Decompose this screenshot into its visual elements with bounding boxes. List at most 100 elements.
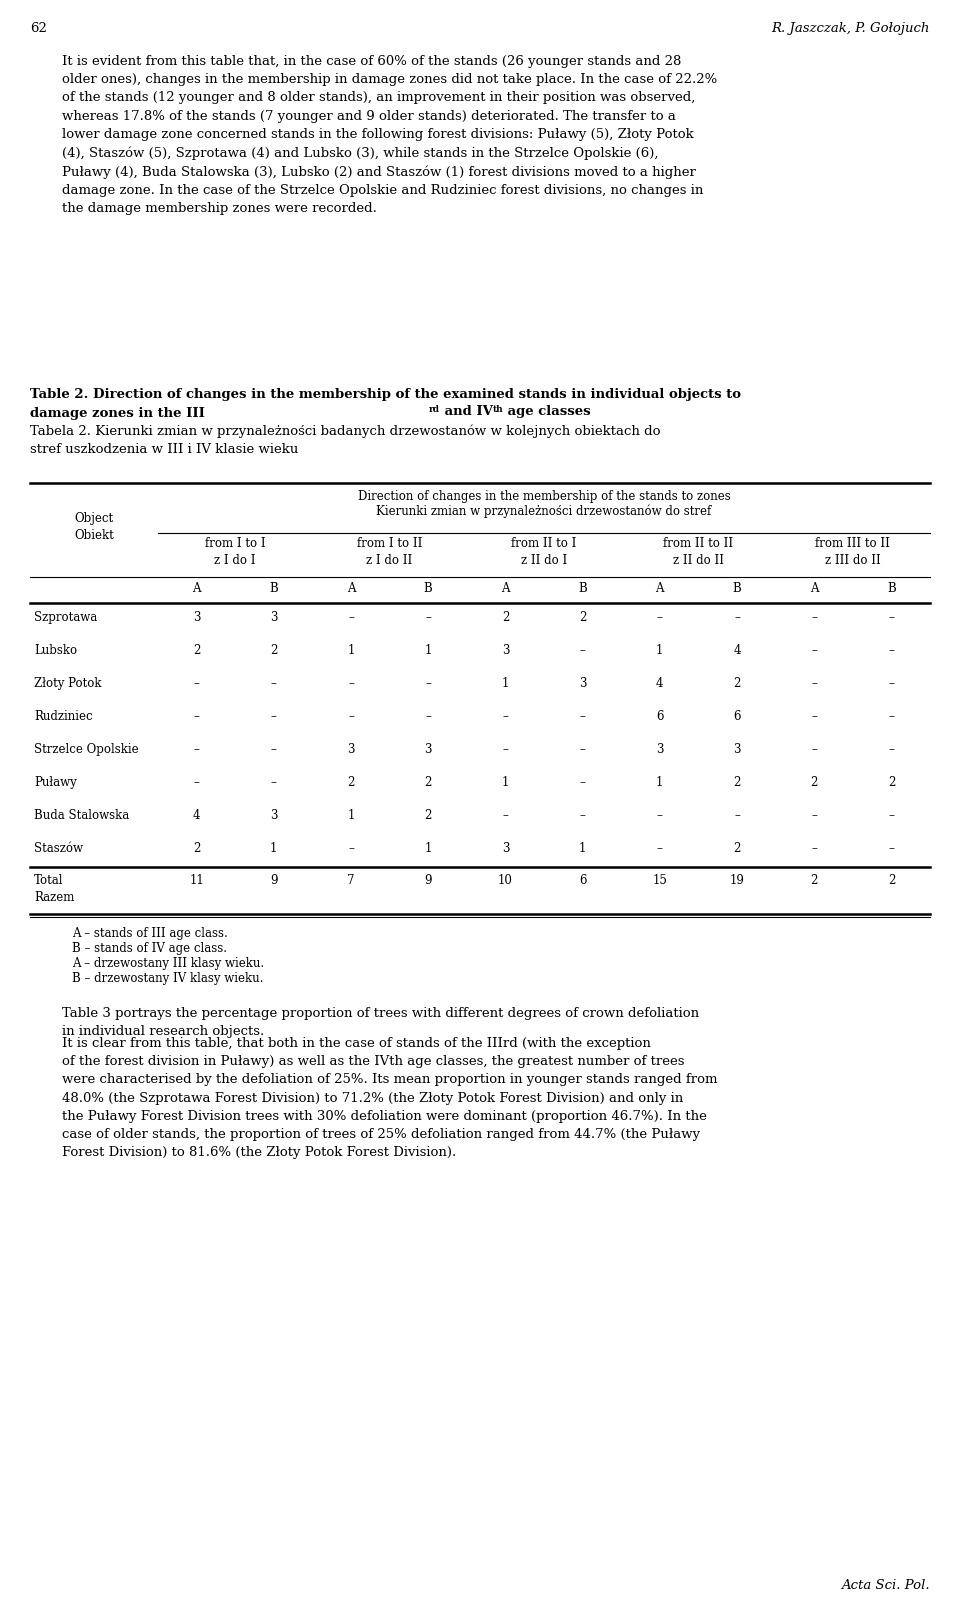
Text: 7: 7: [348, 874, 355, 887]
Text: Direction of changes in the membership of the stands to zones: Direction of changes in the membership o…: [358, 491, 731, 504]
Text: –: –: [811, 677, 817, 690]
Text: –: –: [888, 677, 895, 690]
Text: –: –: [348, 677, 354, 690]
Text: 62: 62: [30, 23, 47, 35]
Text: –: –: [580, 710, 586, 722]
Text: rd: rd: [429, 405, 440, 414]
Text: –: –: [888, 611, 895, 624]
Text: 4: 4: [733, 644, 741, 656]
Text: –: –: [425, 611, 431, 624]
Text: Table 3 portrays the percentage proportion of trees with different degrees of cr: Table 3 portrays the percentage proporti…: [62, 1007, 699, 1038]
Text: 1: 1: [656, 776, 663, 788]
Text: 2: 2: [888, 874, 895, 887]
Text: 1: 1: [579, 842, 587, 854]
Text: B: B: [887, 582, 896, 595]
Text: 3: 3: [270, 809, 277, 822]
Text: 1: 1: [502, 776, 509, 788]
Text: from I to II
z I do II: from I to II z I do II: [357, 537, 422, 566]
Text: Buda Stalowska: Buda Stalowska: [34, 809, 130, 822]
Text: A: A: [347, 582, 355, 595]
Text: B – stands of IV age class.: B – stands of IV age class.: [72, 941, 227, 956]
Text: –: –: [271, 776, 276, 788]
Text: –: –: [888, 842, 895, 854]
Text: R. Jaszczak, P. Gołojuch: R. Jaszczak, P. Gołojuch: [772, 23, 930, 35]
Text: from II to I
z II do I: from II to I z II do I: [512, 537, 577, 566]
Text: 2: 2: [733, 776, 741, 788]
Text: 19: 19: [730, 874, 744, 887]
Text: B: B: [732, 582, 741, 595]
Text: 3: 3: [733, 743, 741, 756]
Text: B: B: [578, 582, 587, 595]
Text: –: –: [194, 743, 200, 756]
Text: 2: 2: [424, 809, 432, 822]
Text: –: –: [811, 710, 817, 722]
Text: 1: 1: [348, 644, 354, 656]
Text: 9: 9: [424, 874, 432, 887]
Text: 1: 1: [424, 842, 432, 854]
Text: Acta Sci. Pol.: Acta Sci. Pol.: [841, 1578, 930, 1591]
Text: –: –: [271, 677, 276, 690]
Text: 3: 3: [579, 677, 587, 690]
Text: –: –: [271, 743, 276, 756]
Text: 2: 2: [502, 611, 509, 624]
Text: 3: 3: [270, 611, 277, 624]
Text: A: A: [810, 582, 819, 595]
Text: –: –: [888, 644, 895, 656]
Text: 1: 1: [656, 644, 663, 656]
Text: –: –: [425, 677, 431, 690]
Text: 3: 3: [348, 743, 355, 756]
Text: A – drzewostany III klasy wieku.: A – drzewostany III klasy wieku.: [72, 957, 264, 970]
Text: –: –: [657, 611, 662, 624]
Text: Strzelce Opolskie: Strzelce Opolskie: [34, 743, 138, 756]
Text: –: –: [657, 809, 662, 822]
Text: –: –: [348, 842, 354, 854]
Text: –: –: [811, 842, 817, 854]
Text: Total
Razem: Total Razem: [34, 874, 74, 904]
Text: 1: 1: [270, 842, 277, 854]
Text: 2: 2: [733, 842, 741, 854]
Text: A: A: [192, 582, 201, 595]
Text: B – drzewostany IV klasy wieku.: B – drzewostany IV klasy wieku.: [72, 972, 263, 985]
Text: 6: 6: [656, 710, 663, 722]
Text: –: –: [194, 677, 200, 690]
Text: 2: 2: [810, 776, 818, 788]
Text: –: –: [811, 743, 817, 756]
Text: 4: 4: [193, 809, 201, 822]
Text: 2: 2: [810, 874, 818, 887]
Text: Object
Obiekt: Object Obiekt: [74, 512, 114, 542]
Text: It is evident from this table that, in the case of 60% of the stands (26 younger: It is evident from this table that, in t…: [62, 55, 717, 216]
Text: 3: 3: [656, 743, 663, 756]
Text: 2: 2: [270, 644, 277, 656]
Text: –: –: [657, 842, 662, 854]
Text: 4: 4: [656, 677, 663, 690]
Text: 1: 1: [424, 644, 432, 656]
Text: Tabela 2. Kierunki zmian w przynależności badanych drzewostanów w kolejnych obie: Tabela 2. Kierunki zmian w przynależnośc…: [30, 425, 660, 455]
Text: from III to II
z III do II: from III to II z III do II: [815, 537, 890, 566]
Text: –: –: [888, 710, 895, 722]
Text: and IV: and IV: [440, 405, 492, 418]
Text: 2: 2: [348, 776, 354, 788]
Text: 3: 3: [193, 611, 201, 624]
Text: 15: 15: [653, 874, 667, 887]
Text: –: –: [580, 644, 586, 656]
Text: Rudziniec: Rudziniec: [34, 710, 92, 722]
Text: 2: 2: [424, 776, 432, 788]
Text: –: –: [811, 644, 817, 656]
Text: B: B: [270, 582, 278, 595]
Text: –: –: [425, 710, 431, 722]
Text: –: –: [811, 809, 817, 822]
Text: 2: 2: [193, 842, 201, 854]
Text: Szprotawa: Szprotawa: [34, 611, 97, 624]
Text: 2: 2: [579, 611, 587, 624]
Text: 9: 9: [270, 874, 277, 887]
Text: Lubsko: Lubsko: [34, 644, 77, 656]
Text: –: –: [348, 611, 354, 624]
Text: 3: 3: [502, 644, 509, 656]
Text: Table 2. Direction of changes in the membership of the examined stands in indivi: Table 2. Direction of changes in the mem…: [30, 388, 741, 420]
Text: from II to II
z II do II: from II to II z II do II: [663, 537, 733, 566]
Text: A: A: [501, 582, 510, 595]
Text: Złoty Potok: Złoty Potok: [34, 677, 102, 690]
Text: A – stands of III age class.: A – stands of III age class.: [72, 927, 228, 940]
Text: 6: 6: [733, 710, 741, 722]
Text: 1: 1: [502, 677, 509, 690]
